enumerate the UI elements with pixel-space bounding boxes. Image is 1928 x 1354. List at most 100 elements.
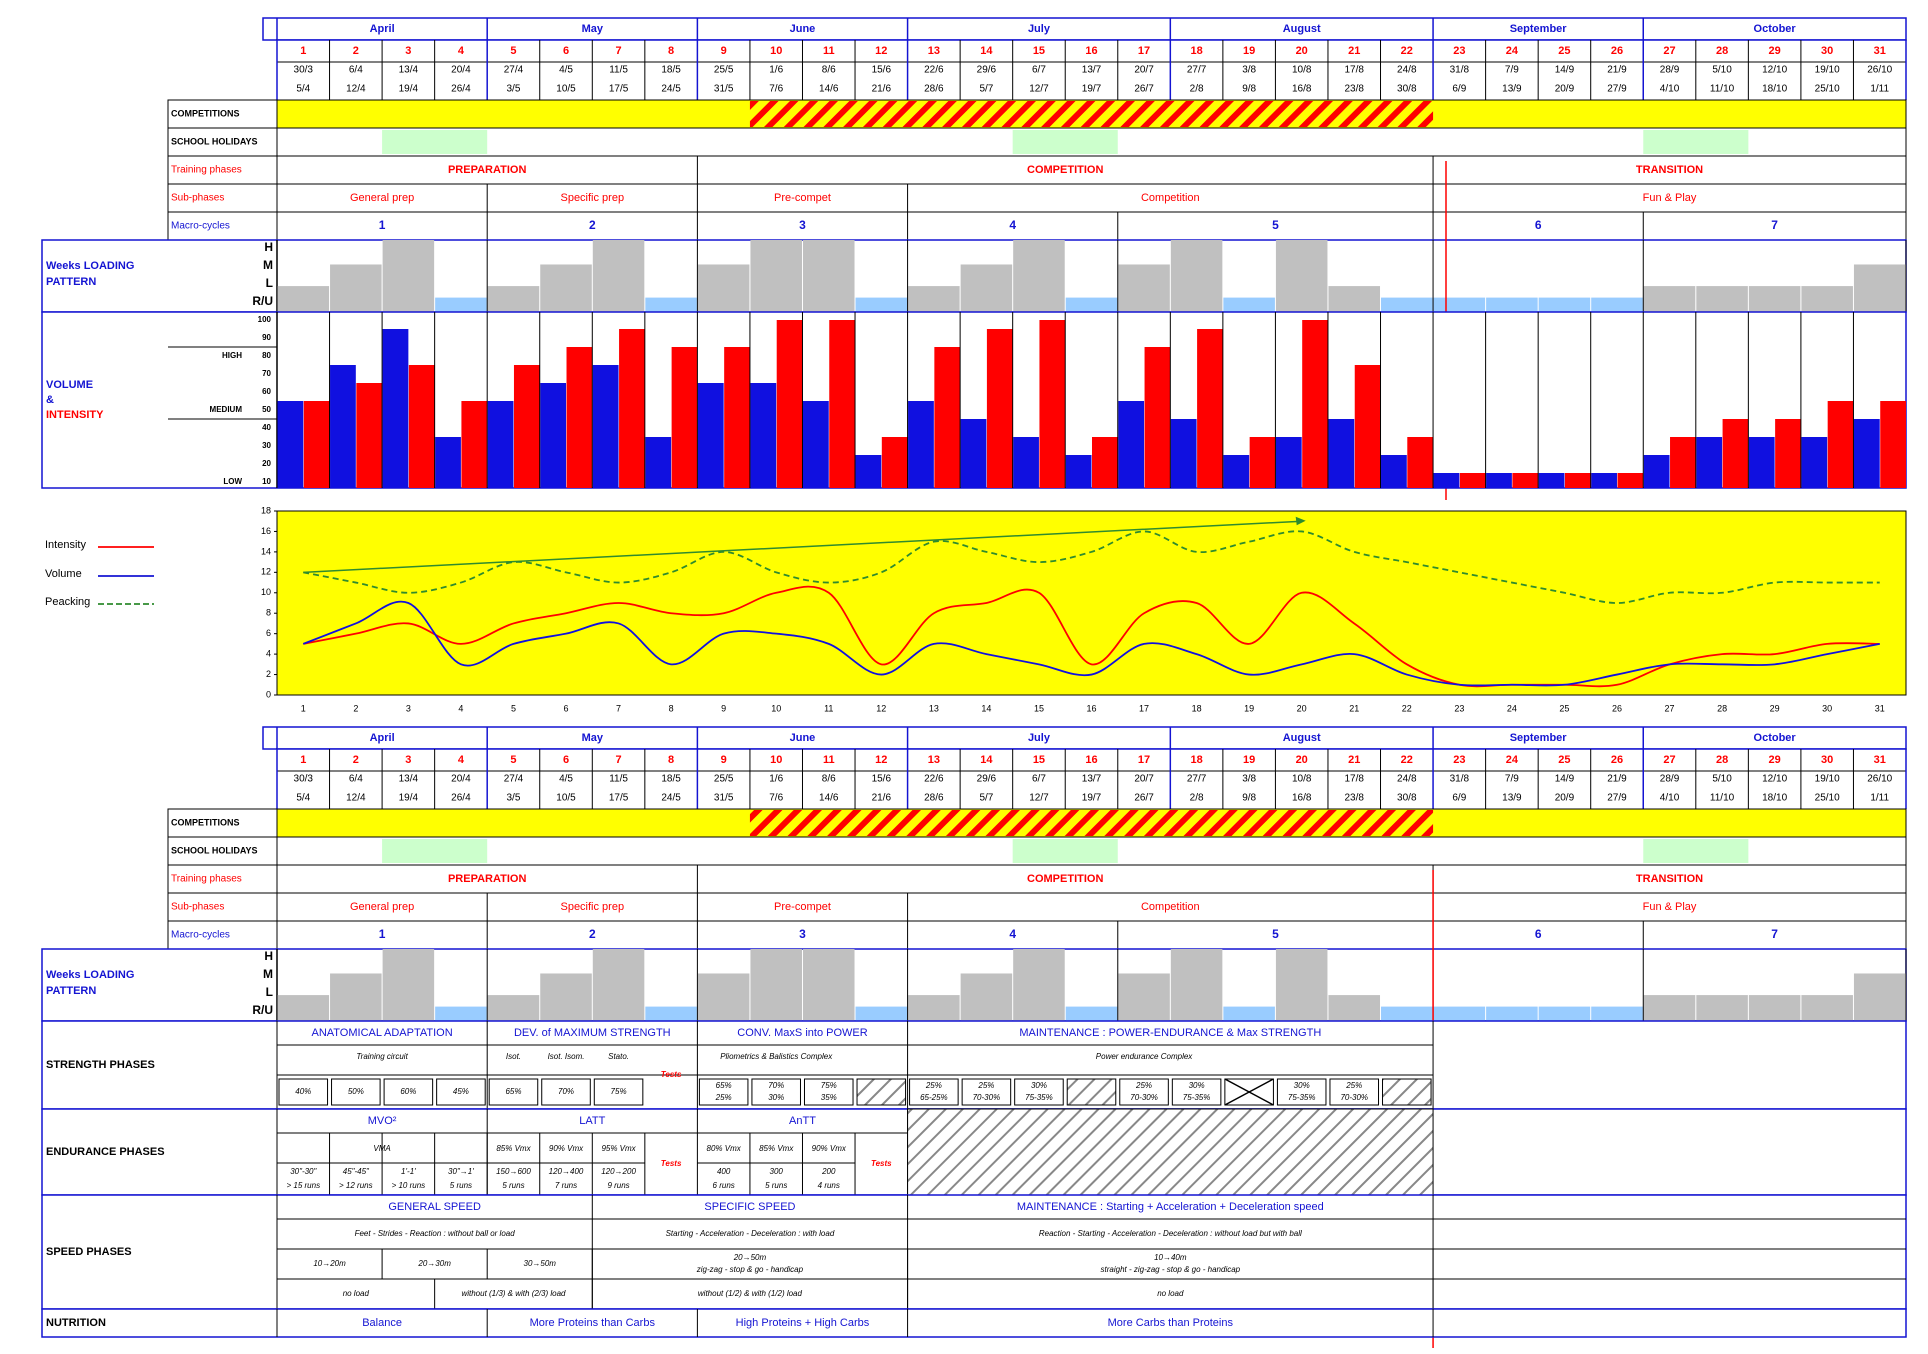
bottom-loading-bar xyxy=(435,1006,487,1021)
top-week-number: 2 xyxy=(353,45,359,57)
top-week-end-date: 30/8 xyxy=(1397,84,1417,95)
line-y-tick-label: 2 xyxy=(266,669,271,679)
bottom-week-end-date: 10/5 xyxy=(556,793,576,804)
top-week-number: 31 xyxy=(1874,45,1886,57)
strength-rest-hatch-16 xyxy=(1066,1078,1117,1106)
medium-label: MEDIUM xyxy=(210,405,243,414)
bottom-week-end-date: 6/9 xyxy=(1452,793,1466,804)
bottom-week-end-date: 16/8 xyxy=(1292,793,1312,804)
bar-volume-week-10 xyxy=(750,383,777,488)
strength-load-cell xyxy=(1276,1078,1327,1106)
top-loading-bar xyxy=(1013,240,1065,312)
top-sub-phases-row-label: Sub-phases xyxy=(171,193,224,204)
top-week-number: 16 xyxy=(1085,45,1097,57)
bar-intensity-week-8 xyxy=(671,347,698,488)
top-competition-period xyxy=(749,101,1434,127)
top-week-end-date: 1/11 xyxy=(1870,84,1889,95)
endurance-set-b: 9 runs xyxy=(607,1181,629,1190)
top-training-phases-span-label: PREPARATION xyxy=(448,164,526,176)
top-loading-bar xyxy=(1170,240,1223,312)
bottom-week-end-date: 12/7 xyxy=(1029,793,1049,804)
bottom-macro-cycles-row-frame xyxy=(167,920,1907,950)
top-week-number: 11 xyxy=(823,45,835,57)
line-x-tick-label: 16 xyxy=(1086,703,1096,713)
bottom-loading-bar xyxy=(1853,973,1906,1021)
top-loading-bar xyxy=(1433,297,1486,312)
bottom-loading-label-2: PATTERN xyxy=(46,985,96,997)
bottom-week-number: 27 xyxy=(1663,754,1675,766)
bar-volume-week-30 xyxy=(1801,437,1828,488)
top-week-number: 17 xyxy=(1138,45,1150,57)
bottom-week-end-date: 27/9 xyxy=(1607,793,1627,804)
bar-volume-week-14 xyxy=(960,419,987,488)
bar-y-tick-label: 50 xyxy=(262,405,271,414)
strength-method: Training circuit xyxy=(356,1052,408,1061)
bottom-week-start-date: 25/5 xyxy=(714,774,734,785)
top-week-end-date: 12/7 xyxy=(1029,84,1049,95)
top-week-number: 14 xyxy=(980,45,993,57)
bar-volume-week-27 xyxy=(1643,455,1670,488)
strength-method: Pliometrics & Balistics Complex xyxy=(720,1052,833,1061)
bottom-loading-bar xyxy=(960,973,1013,1021)
bottom-week-end-date: 23/8 xyxy=(1345,793,1365,804)
peaking-trend-line xyxy=(303,520,1302,574)
top-loading-bar xyxy=(592,240,645,312)
bottom-week-end-date: 9/8 xyxy=(1242,793,1256,804)
top-week-number: 12 xyxy=(875,45,887,57)
strength-load-cell xyxy=(436,1078,486,1106)
top-week-number: 18 xyxy=(1190,45,1202,57)
bar-y-tick-label: 60 xyxy=(262,387,271,396)
top-loading-bar xyxy=(435,297,487,312)
top-loading-bar xyxy=(1381,297,1433,312)
strength-load-a: 25% xyxy=(925,1081,942,1090)
endurance-set-a: 200 xyxy=(821,1167,836,1176)
speed-phase-header: SPECIFIC SPEED xyxy=(704,1201,795,1213)
line-x-tick-label: 4 xyxy=(458,703,463,713)
top-week-start-date: 15/6 xyxy=(872,65,892,76)
bottom-week-number: 3 xyxy=(405,754,411,766)
strength-load-a: 30% xyxy=(1294,1081,1310,1090)
bottom-school-holiday-block xyxy=(1643,839,1749,863)
bottom-week-end-date: 5/4 xyxy=(296,793,310,804)
top-week-start-date: 4/5 xyxy=(559,65,573,76)
bar-intensity-week-31 xyxy=(1880,401,1906,488)
bar-y-tick-label: 100 xyxy=(258,315,272,324)
endurance-set-a: 45"-45" xyxy=(343,1167,370,1176)
bar-y-tick-label: 30 xyxy=(262,441,271,450)
bottom-month-label: April xyxy=(370,732,395,744)
bottom-macro-cycles-span-label: 3 xyxy=(799,927,806,941)
bottom-loading-bar xyxy=(1486,1006,1538,1021)
top-week-end-date: 5/7 xyxy=(979,84,993,95)
endurance-phase-header: LATT xyxy=(579,1115,605,1127)
bottom-week-number: 29 xyxy=(1769,754,1781,766)
bottom-month-label: October xyxy=(1754,732,1797,744)
bottom-competitions-label: COMPETITIONS xyxy=(171,817,240,827)
endurance-speed: 95% Vmx xyxy=(601,1144,636,1153)
bar-volume-week-15 xyxy=(1013,437,1039,488)
bottom-loading-bar xyxy=(487,995,540,1021)
top-week-start-date: 31/8 xyxy=(1450,65,1470,76)
top-week-start-date: 20/7 xyxy=(1134,65,1154,76)
bar-intensity-week-26 xyxy=(1617,473,1644,488)
speed-row4-cell: no load xyxy=(343,1289,370,1298)
top-week-end-date: 12/4 xyxy=(346,84,366,95)
bar-intensity-week-9 xyxy=(724,347,750,488)
top-week-start-date: 26/10 xyxy=(1867,65,1892,76)
bottom-loading-bar xyxy=(1696,995,1748,1021)
line-x-tick-label: 2 xyxy=(353,703,358,713)
bottom-week-end-date: 17/5 xyxy=(609,793,629,804)
top-week-start-date: 29/6 xyxy=(977,65,997,76)
top-loading-bar xyxy=(1275,240,1328,312)
bottom-week-number: 9 xyxy=(721,754,727,766)
bottom-week-start-date: 22/6 xyxy=(924,774,944,785)
bar-volume-week-20 xyxy=(1275,437,1302,488)
top-week-number: 22 xyxy=(1401,45,1413,57)
top-week-number: 10 xyxy=(770,45,782,57)
bar-volume-week-9 xyxy=(697,383,724,488)
bottom-week-number: 12 xyxy=(875,754,887,766)
bottom-week-end-date: 28/6 xyxy=(924,793,944,804)
top-macro-cycles-span-label: 7 xyxy=(1771,218,1778,232)
top-macro-cycles-span-label: 2 xyxy=(589,218,596,232)
bottom-loading-bar xyxy=(1013,949,1065,1021)
top-week-start-date: 11/5 xyxy=(609,65,628,76)
